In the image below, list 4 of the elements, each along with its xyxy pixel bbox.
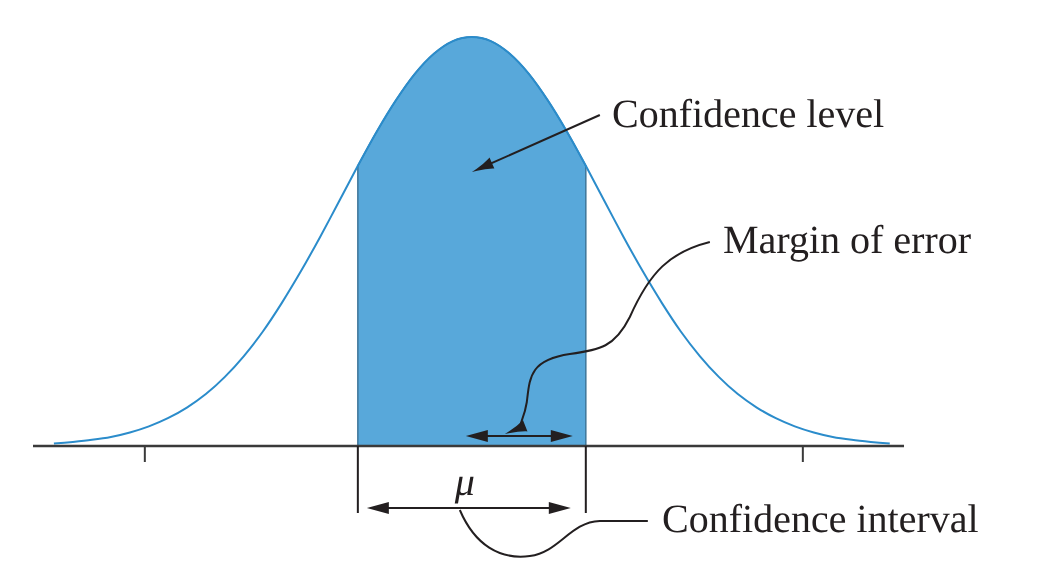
text: Confidence interval (663, 503, 978, 533)
annotation: Margin of error (724, 224, 971, 262)
text: μ (454, 476, 474, 504)
annotation: Confidence level (613, 98, 884, 128)
